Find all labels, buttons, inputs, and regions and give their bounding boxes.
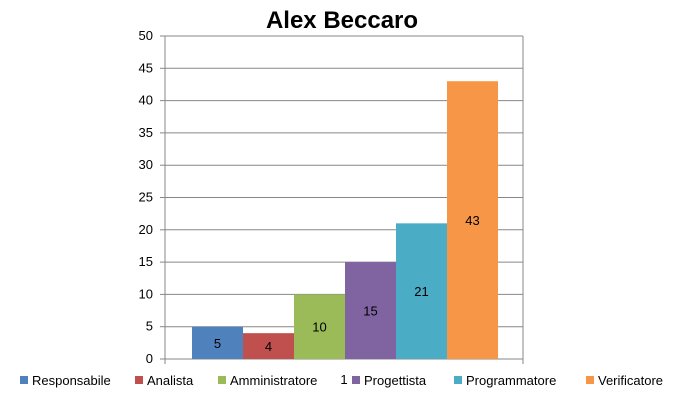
legend-swatch	[586, 376, 594, 384]
legend-label: Analista	[147, 373, 194, 388]
legend-swatch	[135, 376, 143, 384]
legend-label: Responsabile	[32, 373, 111, 388]
legend-label: Progettista	[364, 373, 427, 388]
data-label: 15	[363, 304, 377, 319]
y-tick-label: 40	[139, 93, 153, 108]
data-label: 10	[312, 320, 326, 335]
y-tick-label: 30	[139, 157, 153, 172]
y-tick-label: 50	[139, 28, 153, 43]
legend-swatch	[218, 376, 226, 384]
data-label: 5	[214, 336, 221, 351]
y-tick-label: 35	[139, 125, 153, 140]
data-label: 4	[265, 339, 272, 354]
legend-label: Programmatore	[466, 373, 556, 388]
grid-lines	[165, 35, 523, 328]
y-tick-label: 25	[139, 190, 153, 205]
bar	[294, 294, 345, 359]
y-tick-label: 0	[146, 351, 153, 366]
legend: Responsabile Analista Amministratore Proget…	[20, 373, 663, 388]
bar	[396, 223, 447, 359]
y-tick-label: 45	[139, 60, 153, 75]
legend-swatch	[352, 376, 360, 384]
data-labels: 5 4 10 15 21 43	[214, 213, 480, 354]
chart-title: Alex Beccaro	[266, 7, 418, 34]
y-tick-label: 15	[139, 254, 153, 269]
legend-swatch	[20, 376, 28, 384]
bar	[243, 333, 294, 359]
bars	[192, 81, 498, 359]
y-tick-label: 10	[139, 286, 153, 301]
bar	[447, 81, 498, 359]
y-tick-label: 5	[146, 319, 153, 334]
data-label: 21	[414, 284, 428, 299]
legend-swatch	[454, 376, 462, 384]
data-label: 43	[465, 213, 479, 228]
legend-label: Verificatore	[598, 373, 663, 388]
y-tick-label: 20	[139, 222, 153, 237]
legend-label: Amministratore	[230, 373, 317, 388]
bar	[192, 326, 243, 359]
x-tick-label: 1	[340, 372, 347, 387]
bar	[345, 262, 396, 359]
